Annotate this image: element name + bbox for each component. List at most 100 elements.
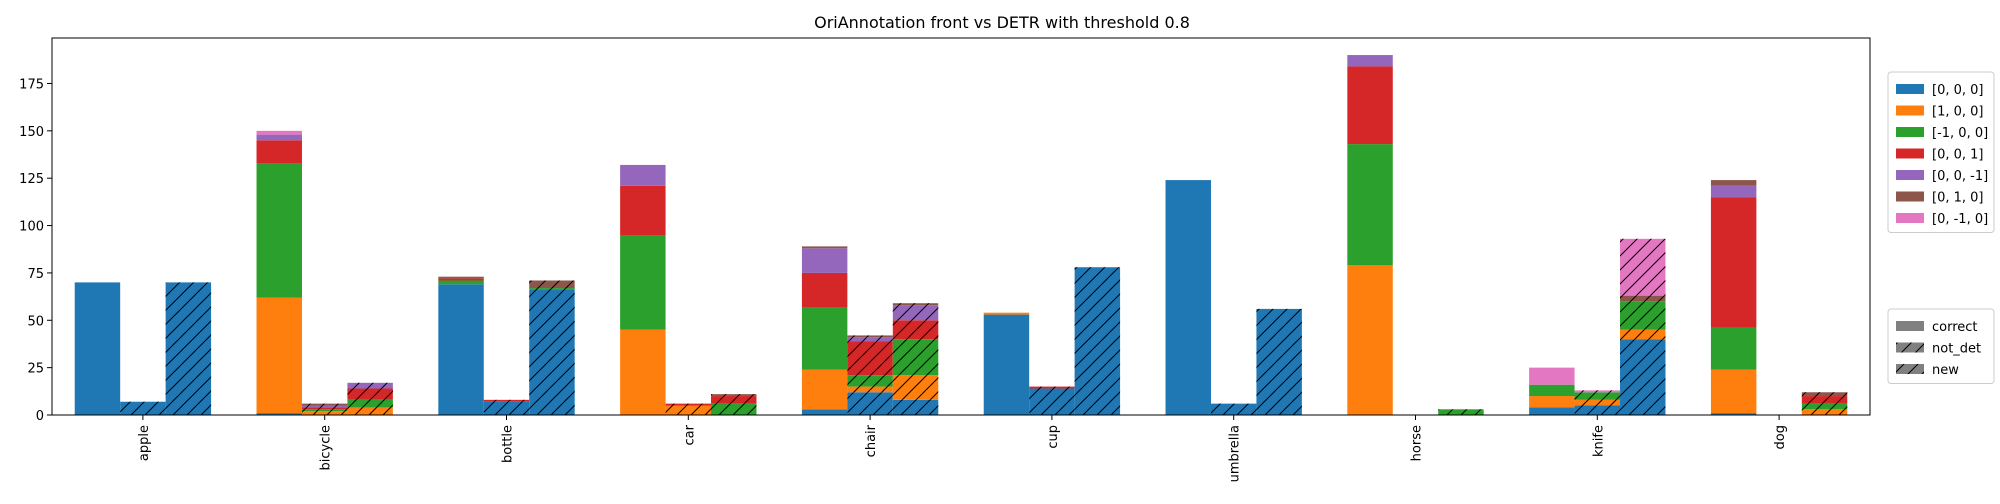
bar-hatch-new-dog-series-3 (1801, 396, 1848, 404)
bar-hatch-not_det-cup-series-0 (1029, 388, 1075, 415)
bar-hatch-new-car-series-3 (711, 396, 757, 404)
bar-hatch-not_det-chair-series-2 (847, 375, 893, 387)
y-tick-label: 125 (19, 172, 44, 187)
legend-label-5: [0, 1, 0] (1932, 191, 1984, 206)
bar-hatch-not_det-chair-series-1 (847, 386, 893, 393)
bar-hatch-new-chair-series-5 (892, 303, 939, 306)
bar-correct-bicycle-series-2 (256, 163, 302, 298)
bar-correct-bicycle-series-6 (256, 130, 302, 135)
bar-hatch-new-bottle-series-2 (529, 288, 575, 290)
bar-hatch-not_det-knife-series-2 (1574, 392, 1621, 400)
bar-correct-horse-series-1 (1347, 265, 1393, 415)
legend-swatch-5 (1896, 191, 1924, 202)
bar-hatch-new-bottle-series-0 (529, 289, 575, 415)
bar-correct-horse-series-4 (1347, 55, 1393, 67)
x-tick-label-chair: chair (864, 424, 879, 457)
bar-correct-chair-series-3 (801, 272, 848, 308)
bar-correct-dog-series-4 (1710, 185, 1757, 198)
legend-hatch-label-1: not_det (1932, 342, 1981, 357)
bar-correct-knife-series-0 (1529, 407, 1575, 415)
bar-correct-chair-series-4 (801, 248, 848, 273)
bar-hatch-not_det-umbrella-series-0 (1210, 403, 1257, 415)
bar-hatch-new-bicycle-series-2 (347, 399, 393, 408)
bar-correct-dog-series-5 (1710, 180, 1757, 186)
bar-hatch-new-umbrella-series-0 (1256, 308, 1302, 415)
x-tick-label-car: car (682, 424, 697, 445)
bar-correct-bicycle-series-4 (256, 134, 302, 141)
bar-hatch-new-knife-series-5 (1620, 295, 1666, 302)
x-tick-label-knife: knife (1591, 425, 1606, 457)
bar-correct-car-series-2 (620, 235, 666, 330)
legend-label-0: [0, 0, 0] (1932, 83, 1984, 98)
bar-hatch-not_det-apple-series-0 (120, 401, 166, 415)
bar-correct-dog-series-2 (1710, 327, 1757, 370)
plot-frame (51, 37, 1871, 416)
legend-swatch-6 (1896, 213, 1924, 223)
bar-hatch-not_det-knife-series-0 (1574, 405, 1621, 415)
bar-correct-bottle-series-0 (438, 284, 484, 415)
x-tick-label-bottle: bottle (501, 425, 516, 463)
bar-hatch-new-dog-series-2 (1801, 403, 1848, 410)
bar-correct-bicycle-series-1 (256, 297, 302, 414)
bar-hatch-not_det-knife-series-1 (1574, 399, 1621, 406)
bars-layer (74, 55, 1848, 415)
legend-label-6: [0, -1, 0] (1932, 212, 1988, 227)
bar-correct-knife-series-6 (1529, 367, 1575, 385)
x-tick-label-umbrella: umbrella (1228, 425, 1243, 482)
legend-hatch-swatch-0 (1896, 321, 1924, 331)
legend-label-1: [1, 0, 0] (1932, 105, 1984, 120)
bar-hatch-not_det-cup-series-3 (1029, 386, 1075, 389)
y-tick-label: 175 (19, 77, 44, 92)
bar-hatch-not_det-bicycle-series-5 (301, 403, 348, 406)
bar-hatch-not_det-bottle-series-0 (483, 401, 530, 415)
legend-layer: [0, 0, 0] [1, 0, 0] [-1, 0, 0] [0, 0, 1] [0,… (1887, 71, 1995, 384)
x-tick-label-cup: cup (1046, 425, 1061, 449)
legend-swatch-4 (1896, 170, 1924, 180)
bar-hatch-new-knife-series-0 (1620, 339, 1666, 415)
bar-correct-bottle-series-2 (438, 280, 484, 285)
bar-correct-car-series-4 (620, 164, 666, 186)
y-tick-label: 150 (19, 125, 44, 140)
legend-hatch-pattern-1 (1896, 342, 1924, 353)
bar-correct-cup-series-0 (983, 314, 1030, 415)
bar-hatch-new-dog-series-1 (1801, 409, 1848, 415)
bar-correct-horse-series-3 (1347, 66, 1393, 145)
bar-correct-apple-series-0 (74, 282, 121, 415)
bar-hatch-not_det-chair-series-5 (847, 335, 893, 338)
bar-hatch-new-apple-series-0 (165, 282, 212, 415)
bar-correct-horse-series-2 (1347, 144, 1393, 266)
y-tick-label: 0 (36, 409, 44, 424)
bar-hatch-new-car-series-5 (711, 394, 757, 397)
bar-correct-cup-series-1 (983, 312, 1030, 315)
y-tick-label: 25 (27, 362, 44, 377)
legend-hatch-pattern-2 (1896, 364, 1924, 374)
bar-hatch-new-bicycle-series-1 (347, 407, 393, 415)
bar-hatch-new-chair-series-3 (892, 320, 939, 340)
bar-correct-knife-series-2 (1529, 384, 1575, 397)
bar-correct-bottle-series-3 (438, 278, 484, 281)
bar-correct-dog-series-3 (1710, 197, 1757, 328)
bar-correct-bicycle-series-0 (256, 413, 302, 415)
bar-hatch-not_det-bicycle-series-3 (301, 407, 348, 410)
legend-label-3: [0, 0, 1] (1932, 148, 1984, 163)
legend-hatch-label-0: correct (1932, 320, 1978, 335)
bar-correct-dog-series-1 (1710, 369, 1757, 414)
legend-swatch-3 (1896, 148, 1924, 159)
bar-hatch-new-bicycle-series-3 (347, 388, 393, 400)
bar-hatch-not_det-car-series-3 (665, 403, 712, 406)
bar-correct-chair-series-1 (801, 369, 848, 410)
bar-correct-chair-series-2 (801, 307, 848, 370)
bar-correct-bottle-series-5 (438, 276, 484, 279)
bar-correct-knife-series-1 (1529, 396, 1575, 408)
x-tick-label-dog: dog (1773, 425, 1788, 449)
bar-hatch-new-car-series-2 (711, 403, 757, 415)
legend-label-2: [-1, 0, 0] (1932, 126, 1988, 141)
bar-hatch-not_det-chair-series-3 (847, 341, 893, 376)
bar-hatch-not_det-bicycle-series-2 (301, 409, 348, 412)
chart-title: OriAnnotation front vs DETR with thresho… (814, 13, 1190, 32)
bar-hatch-not_det-chair-series-0 (847, 392, 893, 415)
x-tick-label-horse: horse (1410, 425, 1425, 461)
bar-hatch-not_det-chair-series-4 (847, 337, 893, 342)
bar-hatch-new-chair-series-0 (892, 399, 939, 415)
